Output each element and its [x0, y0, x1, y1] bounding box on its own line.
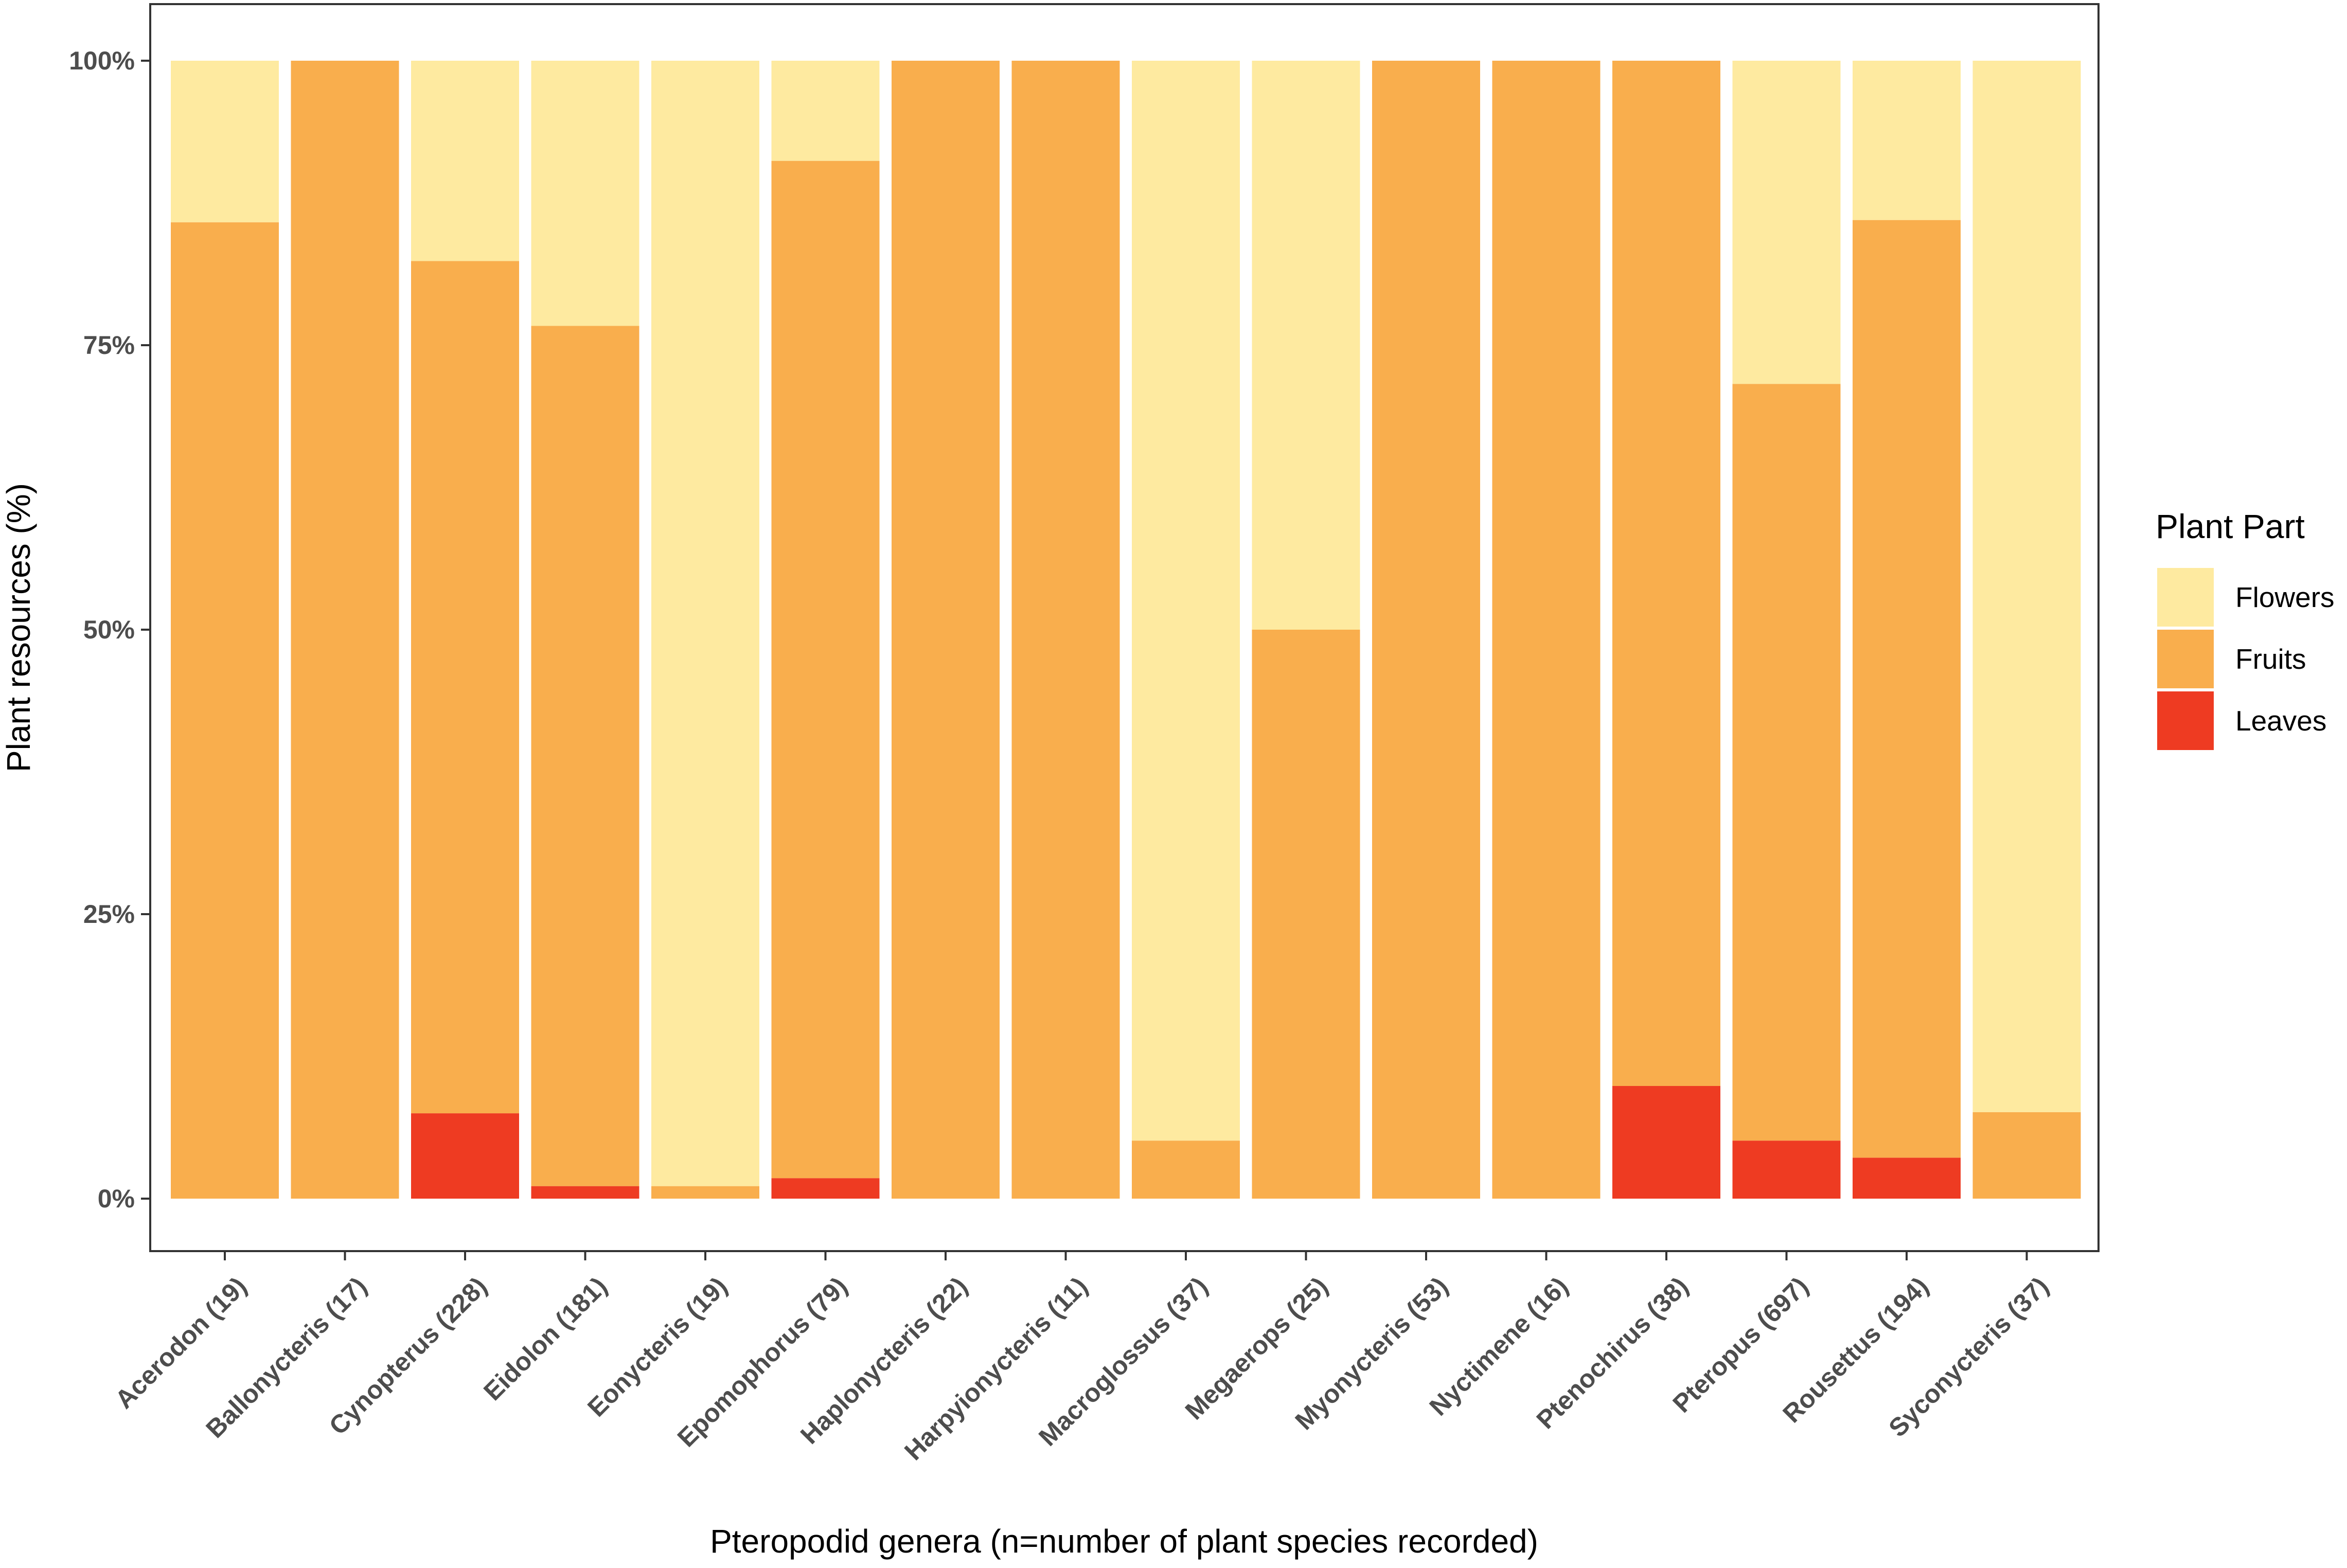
- bar-fruits-7: [892, 61, 1000, 1199]
- bars-group: [171, 61, 2081, 1199]
- bar-fruits-15: [1853, 220, 1961, 1158]
- bar-fruits-3: [411, 261, 519, 1114]
- bar-leaves-14: [1732, 1141, 1841, 1199]
- bar-fruits-9: [1132, 1141, 1240, 1199]
- bar-fruits-13: [1612, 61, 1720, 1086]
- bar-leaves-3: [411, 1113, 519, 1199]
- bar-fruits-4: [531, 326, 639, 1186]
- bar-fruits-12: [1492, 61, 1601, 1199]
- y-tick-label: 0%: [98, 1184, 135, 1213]
- legend-swatch-fruits: [2157, 630, 2214, 688]
- bar-flowers-1: [171, 61, 279, 223]
- legend-swatch-leaves: [2157, 691, 2214, 750]
- y-tick-label: 25%: [83, 900, 135, 929]
- bar-fruits-14: [1732, 384, 1841, 1141]
- bar-flowers-16: [1972, 61, 2081, 1112]
- legend-swatch-flowers: [2157, 568, 2214, 627]
- bar-fruits-8: [1011, 61, 1120, 1199]
- bar-flowers-6: [771, 61, 880, 161]
- x-axis-title: Pteropodid genera (n=number of plant spe…: [710, 1523, 1538, 1560]
- y-tick-label: 50%: [83, 615, 135, 644]
- bar-leaves-4: [531, 1186, 639, 1199]
- y-tick-label: 100%: [69, 46, 135, 75]
- bar-flowers-10: [1252, 61, 1360, 630]
- bar-leaves-13: [1612, 1086, 1720, 1199]
- bar-fruits-16: [1972, 1112, 2081, 1199]
- legend: Plant Part Flowers Fruits Leaves: [2156, 507, 2335, 750]
- bar-flowers-9: [1132, 61, 1240, 1141]
- y-tick-label: 75%: [83, 331, 135, 360]
- bar-fruits-6: [771, 161, 880, 1179]
- bar-leaves-15: [1853, 1157, 1961, 1199]
- bar-flowers-14: [1732, 61, 1841, 384]
- bar-flowers-4: [531, 61, 639, 326]
- bar-fruits-10: [1252, 630, 1360, 1199]
- bar-flowers-15: [1853, 61, 1961, 220]
- bar-fruits-1: [171, 222, 279, 1199]
- legend-label-flowers: Flowers: [2235, 581, 2335, 613]
- legend-label-leaves: Leaves: [2235, 705, 2326, 737]
- y-axis-title: Plant resources (%): [0, 483, 37, 772]
- bar-flowers-5: [651, 61, 759, 1186]
- legend-label-fruits: Fruits: [2235, 643, 2306, 675]
- bar-flowers-3: [411, 61, 519, 261]
- legend-title: Plant Part: [2156, 507, 2305, 545]
- y-axis: 0% 25% 50% 75% 100%: [69, 46, 150, 1213]
- bar-fruits-2: [291, 61, 399, 1199]
- bar-fruits-11: [1372, 61, 1480, 1199]
- bar-leaves-6: [771, 1178, 880, 1199]
- bar-fruits-5: [651, 1186, 759, 1199]
